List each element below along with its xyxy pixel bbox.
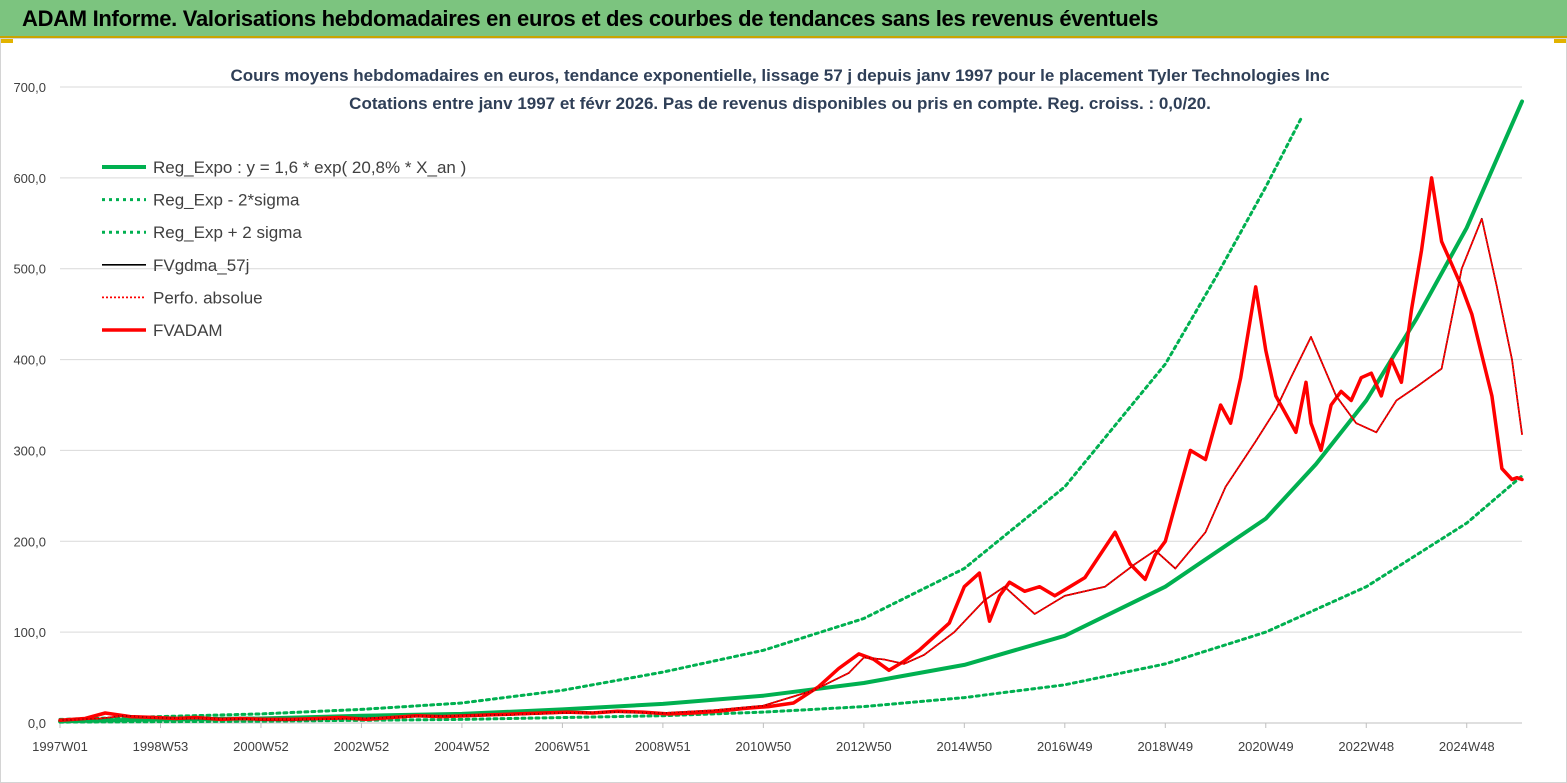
- report-title: ADAM Informe. Valorisations hebdomadaire…: [22, 6, 1159, 31]
- y-tick-label: 300,0: [13, 443, 46, 458]
- y-tick-label: 100,0: [13, 625, 46, 640]
- legend-label: Reg_Exp - 2*sigma: [153, 191, 300, 210]
- legend: Reg_Expo : y = 1,6 * exp( 20,8% * X_an )…: [102, 158, 466, 340]
- x-tick-label: 2004W52: [434, 739, 490, 754]
- y-tick-label: 500,0: [13, 262, 46, 277]
- x-tick-label: 2006W51: [535, 739, 591, 754]
- frame-corner-marker: [1554, 39, 1566, 43]
- series-line-3: [59, 217, 1523, 722]
- y-tick-label: 700,0: [13, 80, 46, 95]
- series-line-2: [58, 117, 1303, 721]
- chart-frame: [0, 38, 1567, 783]
- x-tick-label: 2024W48: [1439, 739, 1495, 754]
- legend-label: FVADAM: [153, 321, 223, 340]
- x-tick-label: 2022W48: [1338, 739, 1394, 754]
- x-tick-label: 2008W51: [635, 739, 691, 754]
- x-tick-label: 2020W49: [1238, 739, 1294, 754]
- legend-label: FVgdma_57j: [153, 256, 249, 275]
- series-line-1: [58, 474, 1524, 724]
- y-tick-label: 200,0: [13, 534, 46, 549]
- chart-title-line2: Cotations entre janv 1997 et févr 2026. …: [349, 94, 1211, 113]
- y-tick-label: 400,0: [13, 353, 46, 368]
- legend-label: Perfo. absolue: [153, 288, 263, 307]
- x-tick-label: 2018W49: [1137, 739, 1193, 754]
- frame-corner-marker: [1, 39, 13, 43]
- x-tick-label: 2016W49: [1037, 739, 1093, 754]
- x-tick-label: 2002W52: [334, 739, 390, 754]
- x-tick-label: 1997W01: [32, 739, 88, 754]
- y-tick-label: 600,0: [13, 171, 46, 186]
- series-lines: [58, 99, 1524, 724]
- chart-title-line1: Cours moyens hebdomadaires en euros, ten…: [230, 66, 1329, 85]
- x-tick-label: 2014W50: [937, 739, 993, 754]
- x-tick-label: 1998W53: [133, 739, 189, 754]
- legend-label: Reg_Expo : y = 1,6 * exp( 20,8% * X_an ): [153, 158, 466, 177]
- report-banner: ADAM Informe. Valorisations hebdomadaire…: [0, 0, 1567, 38]
- y-tick-label: 0,0: [28, 716, 46, 731]
- series-line-4: [59, 217, 1523, 722]
- x-tick-label: 2010W50: [736, 739, 792, 754]
- gridlines: [60, 86, 1522, 724]
- x-tick-label: 2012W50: [836, 739, 892, 754]
- legend-label: Reg_Exp + 2 sigma: [153, 223, 302, 242]
- axes: 0,0 100,0 200,0 300,0 400,0 500,0 600,0 700,0 19…: [13, 80, 1522, 754]
- x-tick-label: 2000W52: [233, 739, 289, 754]
- series-line-5: [58, 176, 1524, 723]
